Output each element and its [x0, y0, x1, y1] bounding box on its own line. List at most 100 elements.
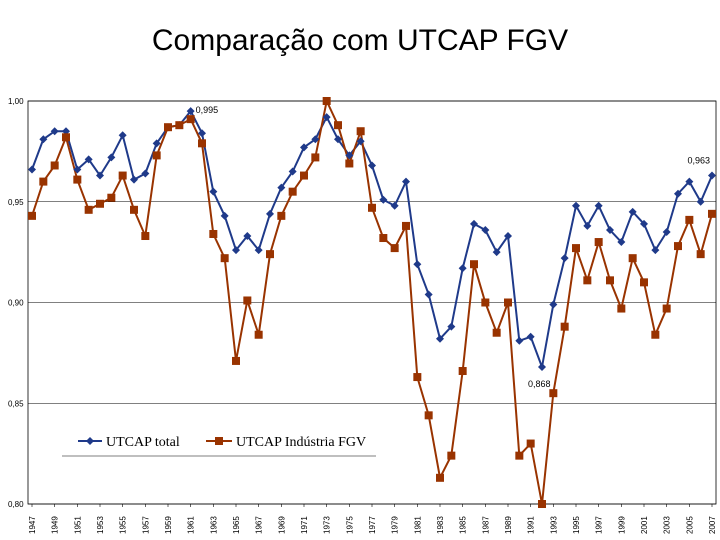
data-point [594, 201, 603, 210]
data-point [651, 330, 660, 339]
data-point [708, 209, 716, 218]
data-point [413, 373, 422, 382]
data-point [232, 356, 240, 365]
data-point [118, 131, 127, 140]
legend-label: UTCAP total [106, 435, 180, 450]
data-point [560, 322, 569, 331]
x-tick-label: 1971 [300, 516, 309, 534]
data-label: 0,995 [196, 105, 219, 115]
x-tick-label: 1985 [459, 516, 468, 534]
data-point [152, 151, 161, 160]
data-point [572, 244, 580, 253]
data-point [583, 276, 592, 285]
data-label: 0,868 [528, 379, 551, 389]
data-point [390, 244, 399, 253]
data-point [628, 254, 637, 263]
x-tick-label: 1963 [209, 516, 218, 534]
data-point [674, 189, 682, 198]
data-point [685, 215, 694, 224]
x-tick-label: 1989 [504, 516, 513, 534]
data-point [254, 330, 263, 339]
data-point [368, 161, 376, 170]
x-tick-label: 1955 [119, 516, 128, 534]
data-point [311, 153, 320, 162]
data-point [696, 197, 705, 206]
data-point [73, 165, 82, 174]
data-point [334, 135, 342, 144]
legend-marker [215, 437, 223, 445]
data-point [640, 219, 648, 228]
y-tick-label: 1,00 [8, 97, 24, 106]
x-tick-label: 1953 [96, 516, 105, 534]
data-point [662, 227, 671, 236]
x-tick-label: 1961 [187, 516, 196, 534]
data-point [50, 127, 59, 136]
data-point [526, 439, 535, 448]
data-point [209, 229, 218, 238]
data-point [356, 127, 365, 136]
x-tick-label: 1969 [277, 516, 286, 534]
x-tick-label: 1999 [617, 516, 626, 534]
legend-marker [86, 437, 94, 445]
x-tick-label: 1983 [436, 516, 445, 534]
data-point [685, 177, 694, 186]
x-tick-label: 1947 [28, 516, 37, 534]
data-point [300, 171, 308, 180]
data-point [220, 211, 229, 220]
data-point [243, 232, 252, 241]
x-tick-label: 1975 [345, 516, 354, 534]
legend-label: UTCAP Indústria FGV [236, 435, 366, 450]
data-point [96, 199, 104, 208]
data-point [39, 177, 48, 186]
data-point [288, 167, 297, 176]
data-point [674, 242, 682, 251]
data-point [96, 171, 104, 180]
data-point [266, 250, 274, 259]
x-tick-label: 1965 [232, 516, 241, 534]
data-point [481, 298, 490, 307]
data-point [334, 121, 342, 130]
y-tick-label: 0,80 [8, 500, 24, 509]
slide-title: Comparação com UTCAP FGV [151, 24, 569, 57]
y-tick-label: 0,85 [8, 399, 24, 408]
data-label: 0,963 [687, 156, 710, 166]
data-point [447, 322, 456, 331]
data-point [572, 201, 580, 210]
y-axis-ticks: 1,00 0,95 0,90 0,85 0,80 [8, 97, 24, 509]
data-point [209, 187, 218, 196]
data-point [356, 137, 365, 146]
data-point [186, 107, 195, 116]
data-point [481, 225, 490, 234]
series-markers [28, 97, 716, 508]
x-tick-label: 1981 [413, 516, 422, 534]
data-point [538, 362, 546, 371]
data-point [164, 123, 172, 132]
data-point [424, 290, 433, 299]
data-point [141, 232, 150, 241]
data-point [662, 304, 671, 313]
data-point [84, 155, 93, 164]
x-tick-label: 1973 [323, 516, 332, 534]
data-point [424, 411, 433, 420]
x-tick-label: 2003 [663, 516, 672, 534]
data-point [322, 97, 331, 105]
data-point [594, 238, 603, 247]
x-tick-label: 1979 [391, 516, 400, 534]
data-point [606, 225, 614, 234]
line-chart: 1,00 0,95 0,90 0,85 0,80 1947 1949 1951 1953 195… [8, 97, 717, 534]
x-tick-label: 1991 [527, 516, 536, 534]
x-tick-label: 2005 [685, 516, 694, 534]
data-point [504, 232, 512, 241]
data-point [390, 201, 399, 210]
data-point [84, 205, 93, 214]
data-point [617, 304, 626, 313]
data-point [526, 332, 535, 341]
data-point [458, 367, 467, 376]
data-point [515, 451, 524, 460]
data-point [198, 129, 206, 138]
data-point [492, 328, 501, 337]
data-point [28, 211, 36, 220]
data-point [492, 248, 501, 257]
x-tick-label: 1993 [549, 516, 558, 534]
x-tick-label: 1977 [368, 516, 377, 534]
